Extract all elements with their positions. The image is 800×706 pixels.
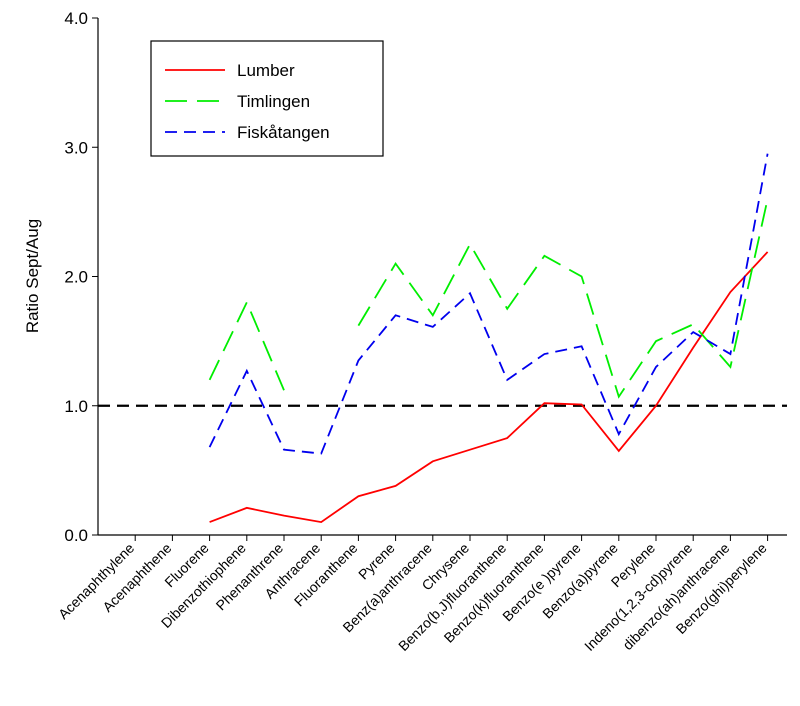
y-axis-label: Ratio Sept/Aug — [23, 219, 42, 333]
y-tick-label: 3.0 — [64, 138, 88, 157]
series-line — [208, 153, 769, 455]
series-line — [208, 198, 769, 399]
legend-label: Fiskåtangen — [237, 123, 330, 142]
legend-label: Lumber — [237, 61, 295, 80]
legend-box — [150, 40, 384, 157]
series-line — [209, 251, 769, 524]
y-tick-label: 1.0 — [64, 397, 88, 416]
y-tick-label: 4.0 — [64, 9, 88, 28]
y-tick-label: 2.0 — [64, 268, 88, 287]
y-tick-label: 0.0 — [64, 526, 88, 545]
legend-label: Timlingen — [237, 92, 310, 111]
